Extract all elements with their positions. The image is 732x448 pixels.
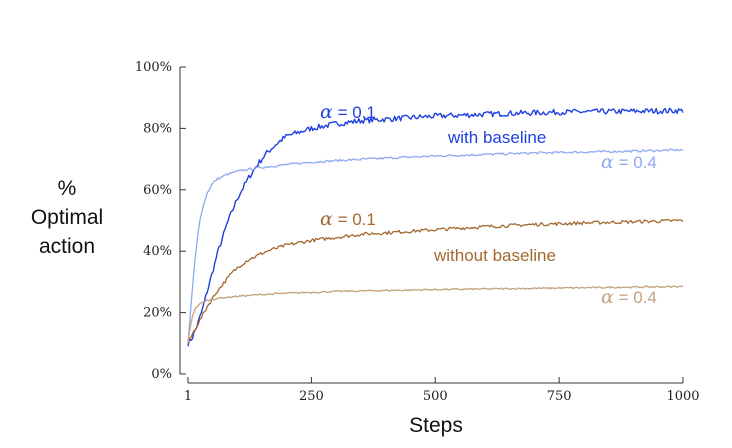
y-tick-label: 100%: [135, 60, 172, 75]
x-tick-label: 750: [547, 389, 572, 404]
y-axis-title: % Optimal action: [31, 177, 103, 258]
annotation-label: with baseline: [447, 128, 546, 147]
alpha-symbol: α: [601, 151, 614, 173]
x-axis-title: Steps: [409, 414, 463, 437]
series-layer: [187, 107, 684, 347]
series-label: α = 0.4: [601, 151, 657, 173]
y-tick-label: 80%: [143, 121, 172, 136]
y-axis-title-line: action: [39, 235, 95, 258]
y-tick-label: 0%: [151, 367, 172, 382]
series-line: [187, 285, 684, 343]
y-tick-label: 60%: [143, 183, 172, 198]
x-tick-label: 250: [299, 389, 324, 404]
alpha-symbol: α: [320, 101, 333, 123]
y-tick-label: 20%: [143, 306, 172, 321]
y-tick-label: 40%: [143, 244, 172, 259]
series-line: [187, 107, 684, 347]
series-line: [187, 218, 684, 344]
axes: 0% 20% 40% 60% 80% 100% 1 250 500 750 1000 Steps% Op…: [31, 60, 700, 437]
annotation-label: without baseline: [433, 246, 556, 265]
alpha-symbol: α: [601, 286, 614, 308]
series-label: α = 0.1: [320, 208, 376, 230]
alpha-value: = 0.4: [614, 288, 657, 307]
series-line: [187, 148, 684, 344]
y-axis-title-line: Optimal: [31, 206, 103, 229]
y-axis-title-line: %: [58, 177, 77, 200]
x-tick-label: 1: [184, 389, 192, 404]
alpha-symbol: α: [320, 208, 333, 230]
alpha-value: = 0.1: [333, 103, 376, 122]
x-tick-label: 500: [423, 389, 448, 404]
alpha-value: = 0.4: [614, 153, 657, 172]
series-label: α = 0.4: [601, 286, 657, 308]
x-tick-label: 1000: [666, 389, 699, 404]
alpha-value: = 0.1: [333, 210, 376, 229]
series-label: α = 0.1: [320, 101, 376, 123]
